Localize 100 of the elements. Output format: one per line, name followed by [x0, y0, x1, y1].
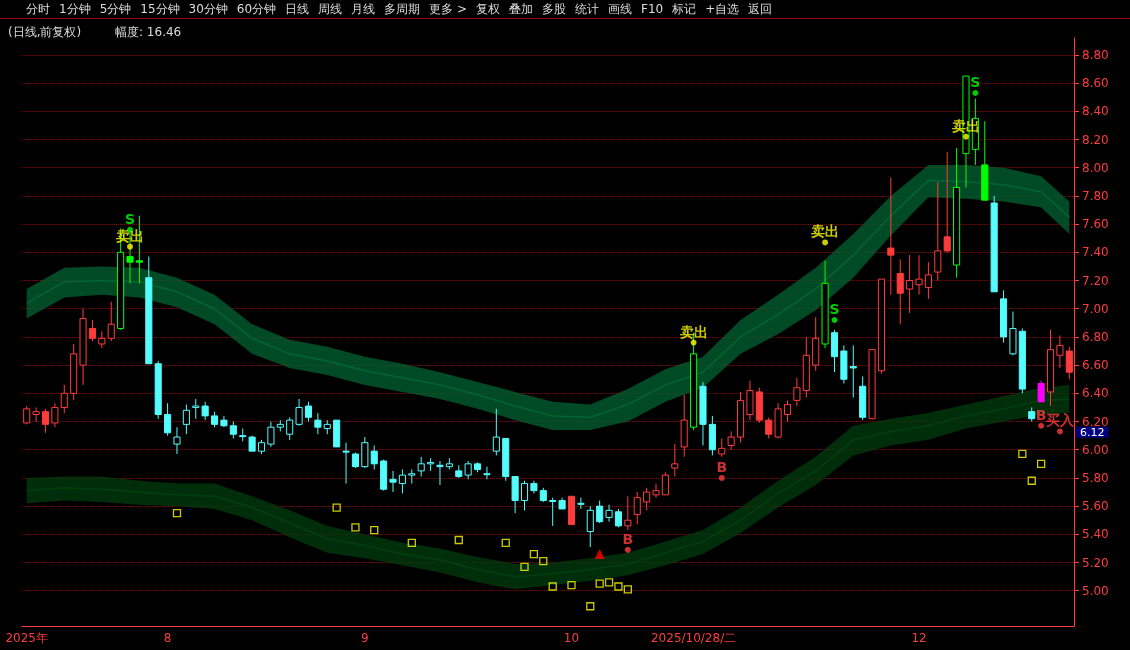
- point: [822, 239, 829, 246]
- candlestick: [549, 497, 557, 527]
- candlestick: [520, 480, 529, 511]
- candlestick: [370, 445, 378, 470]
- candlestick: [314, 412, 322, 435]
- x-tick-label: 8: [163, 631, 172, 645]
- data-label: 卖出: [811, 223, 840, 240]
- candlestick: [661, 471, 669, 496]
- text: 月线: [351, 0, 376, 18]
- candlestick: [192, 398, 200, 420]
- x-tick-label: 12: [911, 631, 927, 645]
- candlestick: [32, 406, 40, 423]
- data-label: 买入: [1045, 412, 1075, 429]
- candlestick: [605, 504, 613, 523]
- point: [1018, 449, 1027, 459]
- point: [539, 556, 548, 566]
- point: [962, 133, 969, 140]
- candlestick: [398, 468, 406, 494]
- candlestick: [746, 380, 754, 421]
- point: [1027, 476, 1036, 485]
- candlestick: [586, 505, 594, 548]
- candlestick: [51, 402, 59, 428]
- point: [370, 525, 379, 535]
- point: [624, 546, 631, 553]
- candlestick: [511, 476, 519, 514]
- candlestick: [887, 177, 895, 296]
- point: [586, 602, 595, 611]
- point: [454, 535, 463, 545]
- point: [595, 579, 604, 588]
- text: 返回: [748, 0, 773, 18]
- candlestick: [1056, 335, 1064, 369]
- text: 日线: [285, 0, 310, 18]
- candlestick: [483, 466, 491, 480]
- candlestick: [436, 460, 444, 486]
- y-tick-label: 5.20: [1082, 555, 1109, 570]
- point: [604, 578, 614, 587]
- candlestick: [1037, 380, 1045, 403]
- y-tick-label: 6.60: [1082, 358, 1109, 373]
- point: [690, 339, 697, 346]
- candlestick: [182, 404, 190, 435]
- text: +自选: [705, 0, 740, 18]
- candlestick: [41, 408, 50, 434]
- y-tick-label: 6.00: [1082, 442, 1109, 457]
- candlestick: [643, 487, 651, 511]
- text: 多周期: [384, 0, 421, 18]
- data-label: S: [829, 301, 840, 318]
- candlestick: [718, 437, 726, 458]
- candlestick: [389, 470, 397, 493]
- point: [972, 89, 979, 96]
- point: [1036, 459, 1046, 468]
- candlestick: [464, 460, 472, 480]
- candlestick: [596, 500, 604, 524]
- candlestick: [361, 436, 369, 469]
- candlestick: [633, 491, 641, 525]
- x-tick-label: 2025/10/28/二: [650, 631, 737, 645]
- candlestick: [286, 416, 294, 441]
- text: 1分钟: [59, 0, 91, 18]
- text: 统计: [575, 0, 599, 18]
- point: [623, 585, 632, 594]
- x-tick-label: 9: [361, 631, 369, 645]
- y-tick-label: 7.00: [1082, 301, 1109, 316]
- point: [1056, 428, 1063, 435]
- chart-title: (日线,前复权): [8, 25, 82, 39]
- candlestick: [577, 497, 585, 510]
- data-label: S: [970, 73, 981, 90]
- data-label: 卖出: [679, 323, 708, 340]
- point: [127, 243, 134, 250]
- text: 复权: [476, 0, 500, 18]
- candlestick: [60, 384, 68, 414]
- text: 30分钟: [188, 0, 228, 18]
- point: [501, 538, 510, 547]
- y-tick-label: 7.60: [1082, 217, 1109, 232]
- candlestick: [849, 344, 857, 399]
- text: 5分钟: [99, 0, 132, 18]
- y-tick-label: 8.40: [1082, 104, 1109, 119]
- x-tick-label: 10: [563, 631, 580, 645]
- data-label: B: [1035, 406, 1047, 423]
- y-tick-label: 7.80: [1082, 188, 1109, 203]
- point: [351, 523, 360, 532]
- candlestick: [304, 401, 313, 423]
- data-label: B: [716, 458, 728, 475]
- y-tick-label: 8.20: [1082, 132, 1109, 147]
- point: [172, 509, 182, 518]
- candlestick: [793, 377, 801, 407]
- point: [831, 317, 838, 324]
- candlestick: [201, 401, 209, 421]
- point: [520, 562, 529, 571]
- text: 分时: [26, 0, 50, 18]
- point: [407, 538, 416, 547]
- x-tick-label: 2025年: [5, 631, 48, 645]
- chart-subtitle: 幅度: 16.46: [115, 25, 182, 39]
- data-label: B: [622, 530, 634, 547]
- candlestick: [906, 254, 914, 314]
- y-tick-label: 5.80: [1082, 470, 1109, 485]
- candlestick: [671, 443, 679, 478]
- text: F10: [641, 2, 664, 16]
- text: 标记: [672, 0, 697, 18]
- y-tick-label: 7.40: [1082, 245, 1109, 260]
- candlestick: [896, 258, 904, 325]
- candlestick: [164, 402, 172, 437]
